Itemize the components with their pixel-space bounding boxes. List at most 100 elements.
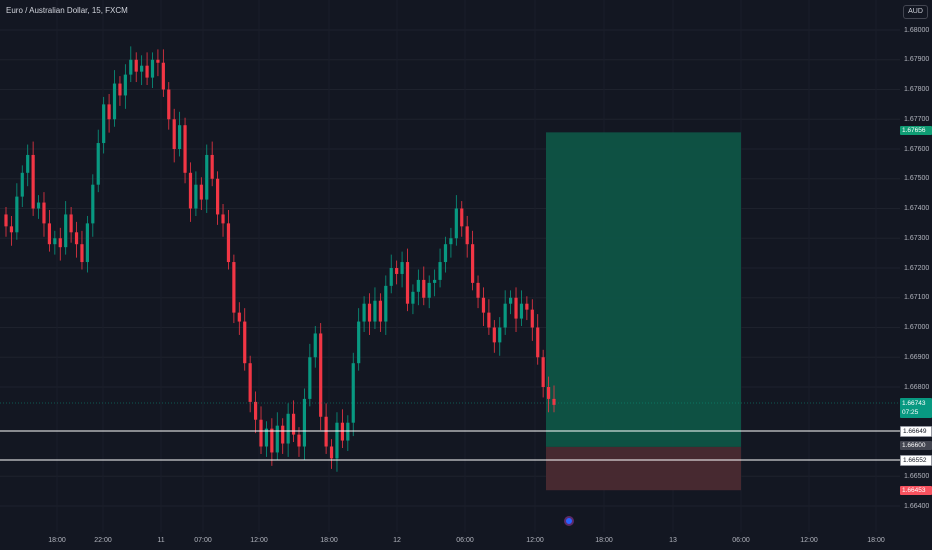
candle-body (253, 401, 258, 420)
candle-body (232, 262, 236, 313)
candle-body (465, 226, 469, 245)
stop-price-tag: 1.66453 (900, 486, 932, 495)
candle-body (264, 428, 269, 447)
candle-body (471, 244, 475, 283)
candle-body (324, 416, 328, 447)
candle-body (319, 333, 323, 417)
time-label: 11 (157, 537, 165, 544)
price-label: 1.66900 (904, 353, 930, 361)
candle-body (226, 223, 231, 263)
candle-body (270, 428, 274, 453)
candle-body (503, 303, 507, 328)
time-label: 22:00 (94, 537, 112, 544)
candle-body (286, 413, 290, 444)
candle-body (221, 214, 225, 224)
candle-body (487, 312, 491, 328)
candle-body (161, 62, 165, 90)
economic-event-icon[interactable] (564, 516, 574, 526)
candle-body (91, 184, 95, 224)
price-label: 1.67800 (904, 86, 930, 93)
price-label: 1.67300 (904, 234, 930, 242)
candle-body (145, 65, 149, 78)
candle-body (183, 125, 187, 173)
candle-body (156, 59, 160, 63)
price-label: 1.67700 (904, 115, 930, 123)
time-label: 13 (669, 537, 677, 544)
price-label: 1.67400 (904, 205, 930, 212)
candle-body (552, 398, 556, 405)
last-price-tag: 1.66743 07:25 (900, 398, 932, 418)
candle-body (112, 83, 117, 120)
candle-body (340, 422, 344, 441)
candle-body (373, 300, 377, 322)
candle-body (481, 297, 486, 313)
candle-body (384, 285, 388, 322)
candle-body (400, 262, 404, 274)
time-label: 18:00 (48, 537, 66, 544)
candle-body (514, 297, 518, 319)
candle-body (107, 104, 111, 120)
candle-body (438, 262, 442, 280)
candle-body (42, 202, 46, 224)
currency-button[interactable]: AUD (903, 5, 928, 19)
time-label: 12 (393, 537, 401, 544)
candle-body (102, 104, 106, 144)
candle-body (64, 214, 68, 248)
time-label: 07:00 (194, 537, 212, 544)
candle-body (53, 238, 57, 245)
price-label: 1.67200 (904, 264, 930, 272)
candle-body (405, 262, 410, 304)
candle-body (422, 279, 426, 298)
candle-body (259, 419, 263, 447)
candle-body (167, 89, 171, 120)
long-position-target-zone[interactable] (546, 132, 741, 447)
time-label: 06:00 (456, 537, 474, 544)
candle-body (150, 59, 155, 78)
candle-body (313, 333, 317, 358)
candle-body (188, 172, 193, 209)
candle-body (411, 291, 415, 304)
time-label: 12:00 (250, 537, 268, 544)
price-chart[interactable] (0, 0, 900, 532)
candle-body (15, 196, 19, 233)
candle-body (205, 154, 209, 200)
time-axis[interactable]: 18:00 22:00 11 07:00 12:00 18:00 12 06:00 12:00 1… (0, 532, 932, 550)
entry-line-tag: 1.66649 (900, 426, 932, 437)
candle-body (476, 282, 480, 298)
time-label: 12:00 (800, 537, 818, 544)
candle-body (335, 422, 339, 459)
symbol-title: Euro / Australian Dollar, 15, FXCM (6, 6, 128, 15)
long-position-stop-zone[interactable] (546, 446, 741, 491)
candle-body (519, 303, 524, 319)
candle-body (460, 208, 464, 227)
price-label: 1.66800 (904, 383, 930, 391)
price-axis[interactable]: 1.68000 1.67900 1.67800 1.67700 1.67600 1.675… (900, 0, 932, 532)
candle-body (275, 425, 279, 453)
candle-body (302, 398, 307, 447)
candle-body (31, 154, 35, 209)
price-label: 1.67900 (904, 56, 930, 64)
candle-body (96, 143, 100, 185)
candle-body (129, 59, 133, 75)
last-price-value: 1.66743 (902, 400, 926, 407)
candle-body (378, 300, 382, 322)
candle-body (297, 434, 301, 447)
candle-body (362, 303, 366, 322)
candle-body (433, 279, 437, 283)
candle-body (80, 244, 84, 263)
time-label: 18:00 (867, 537, 885, 544)
price-label: 1.67600 (904, 145, 930, 153)
candle-body (4, 214, 8, 227)
candle-body (26, 154, 30, 173)
candle-body (69, 214, 73, 233)
candle-body (118, 83, 122, 96)
candle-body (367, 303, 372, 322)
candle-body (123, 74, 127, 96)
candle-body (291, 413, 296, 435)
candle-body (508, 297, 513, 304)
candle-body (492, 327, 496, 343)
candle-body (74, 232, 79, 245)
candle-body (416, 279, 420, 292)
candle-body (199, 184, 203, 200)
candle-body (134, 59, 138, 72)
